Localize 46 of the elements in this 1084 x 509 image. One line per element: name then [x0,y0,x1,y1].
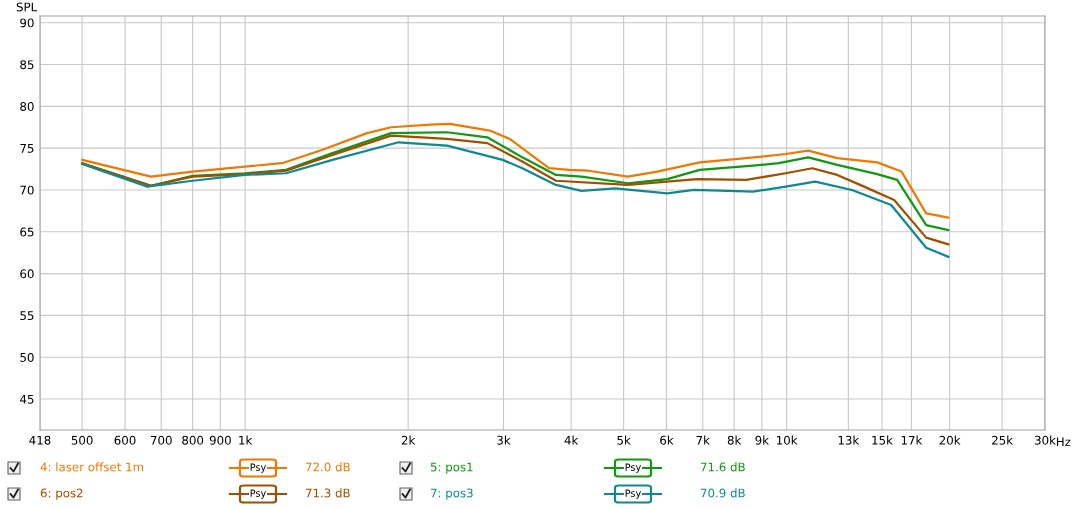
text: 72.0 dB [305,462,350,472]
y-axis-title: SPL [16,2,38,12]
y-tick-label: 55 [20,311,34,321]
x-tick-label: 8k [727,435,742,445]
text: 4: laser offset 1m [40,462,144,472]
x-tick-label: 13k [838,435,860,445]
text: Psy [250,489,266,499]
text: 71.3 dB [305,488,350,498]
text: 71.6 dB [700,462,745,472]
x-axis-title: Hz [1056,437,1071,447]
x-tick-label: 800 [182,435,204,445]
x-tick-label: 25k [992,435,1014,445]
x-tick-label: 4k [564,435,579,445]
x-tick-label: 1k [239,435,253,445]
x-tick-label: 700 [150,435,172,445]
x-tick-label: 3k [497,435,511,445]
text: Psy [250,463,266,473]
x-tick-label: 500 [71,435,93,445]
x-tick-label: 2k [401,435,416,445]
y-tick-label: 50 [20,352,34,362]
x-tick-label: 30k [1034,435,1056,445]
y-tick-label: 65 [20,227,34,237]
x-tick-label: 20k [939,435,961,445]
y-tick-label: 75 [20,144,34,153]
y-tick-label: 70 [20,185,34,195]
text: 7: pos3 [430,488,473,500]
text: Psy [625,489,641,499]
y-tick-label: 80 [20,102,34,111]
x-tick-label: 600 [114,435,136,445]
x-tick-label: 418 [29,435,51,445]
x-tick-label: 900 [209,435,231,445]
x-tick-label: 6k [660,435,674,445]
x-tick-label: 15k [872,435,893,445]
y-tick-label: 90 [20,18,34,28]
x-tick-label: 7k [696,435,710,445]
x-tick-label: 17k [901,435,923,445]
x-tick-label: 10k [777,435,798,445]
text: Psy [625,463,641,473]
text: 6: pos2 [40,488,83,500]
x-tick-label: 5k [617,435,631,445]
y-tick-label: 45 [20,394,34,404]
y-tick-label: 60 [20,269,34,279]
y-tick-label: 85 [20,60,34,70]
x-tick-label: 9k [755,435,769,445]
text: 5: pos1 [430,462,473,474]
text: 70.9 dB [700,488,745,498]
